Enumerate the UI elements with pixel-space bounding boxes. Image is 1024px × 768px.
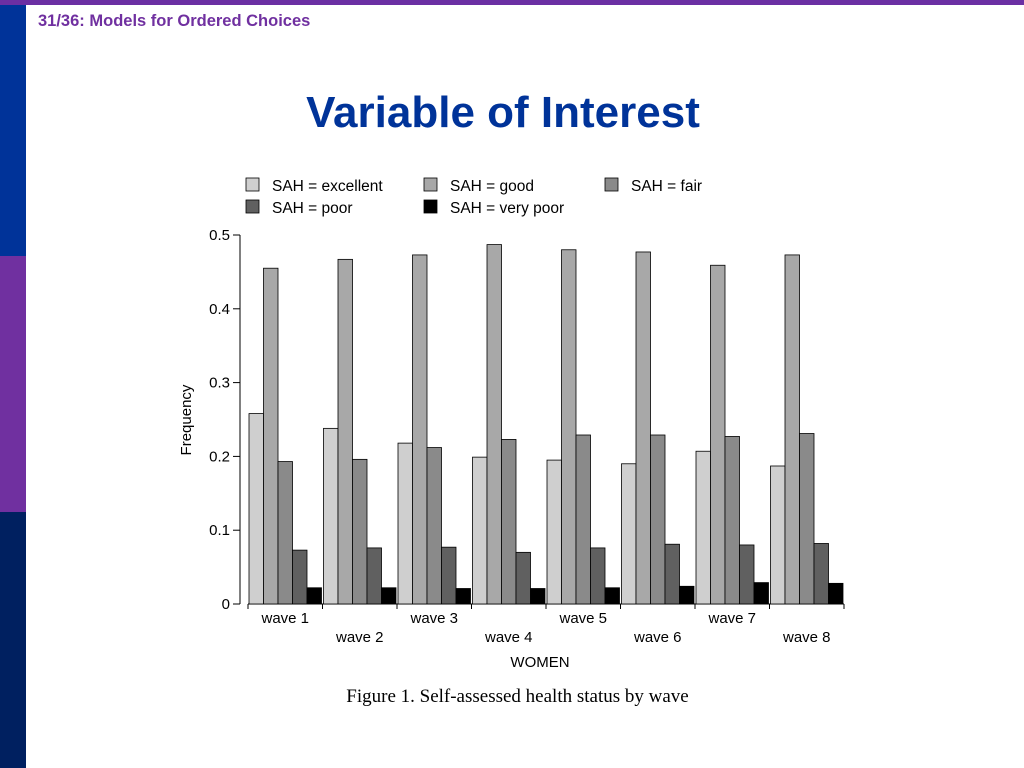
legend-label: SAH = very poor <box>450 200 564 217</box>
bar <box>813 543 829 605</box>
bar <box>397 442 413 605</box>
y-tick-label: 0.3 <box>209 375 230 392</box>
bar <box>724 436 740 605</box>
bar <box>501 439 517 605</box>
bar <box>561 249 577 605</box>
y-tick-label: 0.5 <box>209 227 230 244</box>
bar <box>263 267 279 605</box>
bar <box>710 264 726 605</box>
legend-swatch <box>245 199 260 214</box>
bar <box>515 551 531 605</box>
legend-label: SAH = excellent <box>272 178 383 195</box>
side-bar-navy <box>0 512 26 768</box>
legend-swatch <box>245 177 260 192</box>
y-tick-label: 0.4 <box>209 301 230 318</box>
bar <box>455 588 471 605</box>
x-tick-label: wave 4 <box>484 629 533 646</box>
bar <box>635 251 651 605</box>
bar <box>590 547 606 605</box>
bar <box>412 254 428 605</box>
bar <box>770 465 786 605</box>
side-bar-purple <box>0 256 26 512</box>
x-tick-label: wave 1 <box>260 610 309 627</box>
bar <box>530 588 546 605</box>
y-tick-label: 0.1 <box>209 522 230 539</box>
top-rule <box>0 0 1024 5</box>
y-axis-label: Frequency <box>178 384 195 455</box>
legend-swatch <box>604 177 619 192</box>
x-tick-label: wave 5 <box>558 610 607 627</box>
bar <box>664 543 680 605</box>
bar <box>828 582 844 605</box>
legend-label: SAH = fair <box>631 178 702 195</box>
x-tick-label: wave 3 <box>409 610 458 627</box>
x-tick-label: wave 8 <box>782 629 831 646</box>
bar <box>621 463 637 605</box>
legend-label: SAH = good <box>450 178 534 195</box>
bar <box>546 459 562 605</box>
x-tick-label: wave 7 <box>707 610 756 627</box>
bar <box>337 258 353 605</box>
bar <box>306 587 322 605</box>
bar <box>799 433 815 605</box>
slide-title: Variable of Interest <box>306 88 700 137</box>
bar <box>739 544 755 605</box>
bar <box>441 546 457 605</box>
bar <box>352 458 368 605</box>
bar <box>784 254 800 605</box>
slide-counter: 31/36: Models for Ordered Choices <box>38 12 311 30</box>
bar <box>753 582 769 605</box>
bar <box>248 413 264 605</box>
bar <box>486 244 502 605</box>
bar <box>277 461 293 605</box>
bar <box>366 547 382 605</box>
legend-label: SAH = poor <box>272 200 353 217</box>
x-tick-label: wave 2 <box>335 629 384 646</box>
side-bar-blue <box>0 5 26 256</box>
bar <box>426 447 442 605</box>
legend-swatch <box>423 199 438 214</box>
bar <box>604 587 620 605</box>
bar <box>381 587 397 605</box>
y-tick-label: 0.2 <box>209 448 230 465</box>
x-tick-label: wave 6 <box>633 629 682 646</box>
bar <box>695 450 711 605</box>
bar <box>472 456 488 605</box>
bar <box>292 549 308 605</box>
bar <box>650 434 666 605</box>
legend-swatch <box>423 177 438 192</box>
figure-caption: Figure 1. Self-assessed health status by… <box>346 686 689 707</box>
x-axis-label: WOMEN <box>510 654 569 671</box>
bar <box>575 434 591 605</box>
bar <box>323 427 339 605</box>
y-tick-label: 0 <box>222 596 230 613</box>
bar <box>679 585 695 605</box>
